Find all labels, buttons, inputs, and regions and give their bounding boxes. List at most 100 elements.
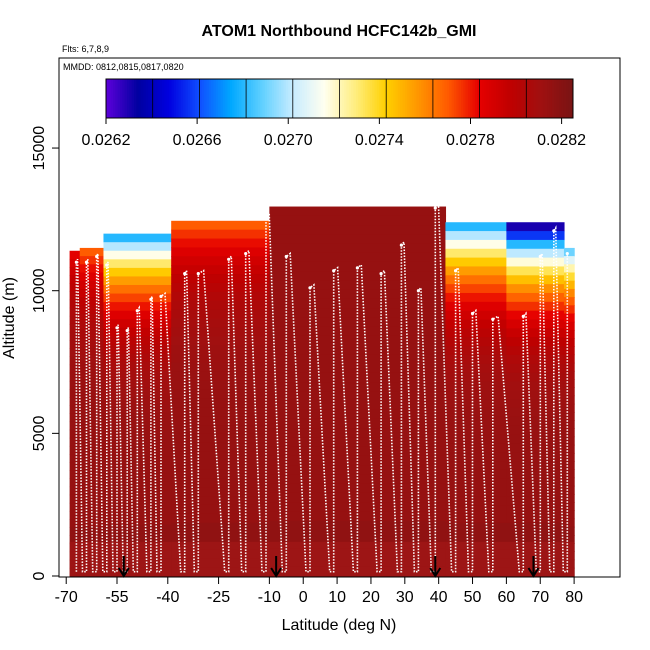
colorbar-swatch: [460, 79, 464, 118]
curtain-cell: [269, 372, 447, 383]
curtain-cell: [445, 487, 507, 497]
colorbar-swatch: [381, 79, 385, 118]
x-tick-label: 70: [531, 589, 549, 606]
colorbar-swatch: [446, 79, 450, 118]
colorbar-tick-label: 0.0266: [173, 132, 222, 149]
colorbar-swatch: [157, 79, 161, 118]
curtain-cell: [69, 364, 81, 374]
colorbar-swatch: [561, 79, 565, 118]
curtain-cell: [506, 434, 565, 444]
curtain-cell: [445, 354, 507, 365]
colorbar-swatch: [519, 79, 523, 118]
curtain-cell: [171, 496, 270, 506]
colorbar-swatch: [117, 79, 121, 118]
curtain-cell: [79, 247, 105, 257]
colorbar-swatch: [432, 79, 436, 118]
curtain-cell: [269, 391, 447, 402]
model-curtain: [69, 206, 575, 577]
curtain-cell: [445, 346, 507, 356]
curtain-cell: [506, 354, 565, 365]
curtain-cell: [506, 478, 565, 489]
colorbar-swatch: [145, 79, 149, 118]
colorbar-swatch: [283, 79, 287, 118]
colorbar-swatch: [358, 79, 362, 118]
curtain-cell: [103, 481, 172, 492]
colorbar-swatch: [313, 79, 317, 118]
colorbar-swatch: [131, 79, 135, 118]
colorbar-swatch: [493, 79, 497, 118]
colorbar-swatch: [187, 79, 191, 118]
colorbar-swatch: [355, 79, 359, 118]
curtain-cell: [69, 470, 81, 480]
y-axis-label: Altitude (m): [1, 277, 18, 359]
colorbar-swatch: [516, 79, 520, 118]
curtain-cell: [506, 522, 565, 533]
colorbar-swatch: [255, 79, 259, 118]
colorbar-swatch: [554, 79, 558, 118]
curtain-cell: [171, 238, 270, 249]
curtain-cell: [79, 379, 105, 388]
colorbar-swatch: [306, 79, 310, 118]
profile-top-point: [433, 206, 437, 210]
curtain-cell: [79, 338, 105, 347]
colorbar-swatch: [267, 79, 270, 118]
curtain-cell: [69, 283, 81, 293]
arrow-head: [117, 567, 130, 578]
curtain-cell: [103, 302, 172, 312]
curtain-cell: [506, 452, 565, 462]
profile-top-point: [454, 269, 458, 273]
flights-label: Flts: 6,7,8,9: [62, 44, 109, 54]
colorbar-swatch: [169, 79, 172, 118]
curtain-cell: [103, 362, 172, 372]
colorbar-swatch: [225, 79, 228, 118]
curtain-cell: [506, 363, 565, 374]
colorbar-swatch: [416, 79, 420, 118]
chart-title: ATOM1 Northbound HCFC142b_GMI: [202, 23, 477, 40]
curtain-cell: [563, 321, 575, 331]
colorbar-swatch: [143, 79, 147, 118]
curtain-cell: [563, 469, 575, 479]
curtain-cell: [103, 370, 172, 380]
curtain-cell: [445, 381, 507, 391]
colorbar-swatch: [341, 79, 345, 118]
curtain-cell: [103, 293, 172, 303]
curtain-cell: [563, 387, 575, 397]
curtain-cell: [506, 346, 565, 356]
colorbar-swatch: [138, 79, 142, 118]
y-tick-label: 5000: [31, 416, 48, 452]
y-tick-label: 15000: [31, 126, 48, 171]
curtain-cell: [445, 469, 507, 480]
colorbar-swatch: [374, 79, 378, 118]
curtain-cell: [79, 493, 105, 503]
curtain-cell: [79, 264, 105, 274]
colorbar-swatch: [320, 79, 324, 118]
curtain-cell: [506, 505, 565, 515]
curtain-cell: [69, 502, 81, 512]
colorbar-swatch: [386, 79, 390, 118]
colorbar-swatch: [206, 79, 210, 118]
curtain-cell: [445, 284, 507, 294]
colorbar-ticks: 0.0262 0.0266 0.0270 0.0274 0.0278 0.0282: [82, 118, 586, 149]
x-tick-label: 40: [430, 589, 448, 606]
x-tick-label: -10: [258, 589, 281, 606]
profile-top-point: [264, 214, 268, 219]
colorbar-swatch: [295, 79, 298, 118]
colorbar-swatch: [439, 79, 443, 118]
colorbar-swatch: [465, 79, 469, 118]
colorbar-swatch: [234, 79, 238, 118]
profile-top-point: [379, 272, 383, 276]
colorbar-swatch: [409, 79, 413, 118]
colorbar-swatch: [155, 79, 158, 118]
curtain-cell: [269, 271, 447, 282]
colorbar-swatch: [383, 79, 387, 118]
curtain-cell: [69, 397, 81, 406]
colorbar-swatch: [533, 79, 537, 118]
colorbar-swatch: [404, 79, 408, 118]
colorbar-swatch: [159, 79, 163, 118]
curtain-cell: [445, 434, 507, 444]
curtain-cell: [506, 469, 565, 480]
curtain-cell: [79, 411, 105, 421]
curtain-cell: [445, 275, 507, 285]
colorbar-swatch: [323, 79, 326, 118]
colorbar-swatch: [346, 79, 350, 118]
